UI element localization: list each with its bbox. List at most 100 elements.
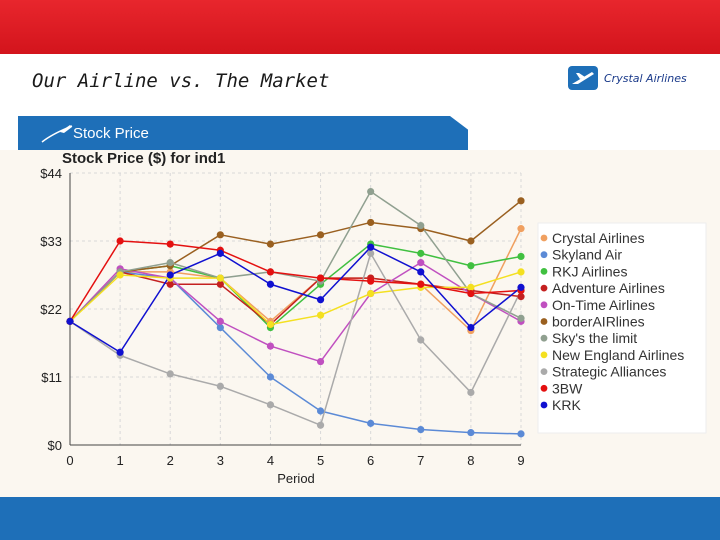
chart-title: Stock Price ($) for ind1 (62, 150, 225, 167)
legend-entry: RKJ Airlines (552, 263, 627, 279)
x-tick-label: 1 (116, 453, 123, 468)
data-point (216, 323, 224, 332)
x-tick-label: 7 (417, 453, 424, 468)
data-point (316, 274, 325, 282)
series-line-3 (69, 271, 522, 326)
header-bar (0, 0, 720, 54)
data-point (417, 425, 425, 434)
data-point (417, 221, 425, 230)
data-point (266, 320, 275, 329)
section-label: Stock Price (73, 125, 149, 142)
x-axis-label: Period (277, 471, 315, 486)
data-point (216, 274, 224, 282)
series-line-10 (69, 246, 522, 354)
legend-entry: Skyland Air (552, 247, 622, 263)
y-tick-label: $11 (41, 370, 62, 385)
data-point (316, 407, 325, 415)
series-line-9 (69, 240, 522, 322)
data-point (517, 283, 525, 291)
slide-title: Our Airline vs. The Market (32, 70, 330, 92)
data-point (517, 293, 525, 301)
data-point (367, 187, 375, 196)
data-point (216, 249, 224, 257)
data-point (316, 421, 325, 429)
data-point (367, 249, 375, 257)
data-point (517, 314, 525, 322)
data-point (417, 249, 425, 257)
data-point (266, 401, 275, 409)
data-point (517, 430, 525, 438)
legend-marker (540, 334, 548, 342)
data-point (467, 283, 475, 291)
data-point (216, 317, 224, 325)
data-point (367, 277, 375, 285)
data-point (116, 237, 124, 245)
legend-marker (540, 234, 548, 242)
data-point (166, 240, 174, 248)
legend-entry: Sky's the limit (552, 330, 637, 346)
data-point (417, 280, 425, 288)
data-point (316, 357, 325, 366)
data-point (467, 262, 475, 270)
data-point (517, 252, 525, 261)
airplane-icon (41, 125, 73, 143)
data-point (517, 268, 525, 276)
brand-name: Crystal Airlines (604, 72, 687, 85)
data-point (166, 280, 174, 288)
legend-entry: Adventure Airlines (552, 280, 665, 296)
legend-marker (540, 318, 548, 325)
series-line-1 (69, 271, 522, 435)
legend-marker (540, 351, 548, 359)
y-tick-label: $44 (40, 166, 62, 181)
data-point (116, 271, 124, 279)
x-tick-label: 5 (317, 453, 324, 468)
data-point (467, 237, 475, 245)
series-line-8 (69, 252, 522, 426)
x-tick-label: 2 (167, 453, 174, 468)
data-point (517, 225, 525, 233)
data-point (316, 231, 325, 239)
series-line-6 (69, 190, 522, 322)
legend-marker (540, 384, 548, 392)
data-point (367, 419, 375, 427)
data-point (216, 231, 224, 239)
legend-marker (540, 251, 548, 259)
x-tick-label: 0 (66, 453, 73, 468)
data-point (417, 259, 425, 267)
data-point (367, 289, 375, 298)
legend-marker (540, 401, 548, 409)
x-tick-label: 4 (267, 453, 274, 468)
y-tick-label: $22 (40, 302, 62, 317)
legend-box (537, 222, 707, 434)
series-line-0 (69, 228, 522, 332)
legend-entry: Strategic Alliances (552, 364, 666, 380)
data-point (166, 259, 174, 267)
data-point (266, 342, 275, 350)
data-point (517, 197, 525, 205)
data-point (417, 268, 425, 276)
data-point (467, 323, 475, 332)
series-line-5 (69, 200, 522, 322)
data-point (266, 240, 275, 248)
section-header: Stock Price (18, 116, 468, 150)
y-tick-label: $0 (48, 438, 62, 453)
data-point (266, 280, 275, 288)
data-point (417, 336, 425, 344)
data-point (216, 382, 224, 390)
legend-marker (540, 284, 548, 292)
legend-marker (540, 268, 548, 275)
legend-entry: borderAIRlines (552, 314, 645, 330)
data-point (216, 280, 224, 288)
data-point (367, 243, 375, 251)
data-point (316, 296, 325, 304)
legend-marker (540, 301, 548, 309)
airplane-logo-icon (568, 66, 598, 90)
data-point (166, 271, 174, 279)
x-tick-label: 6 (367, 453, 374, 468)
x-tick-label: 3 (217, 453, 224, 468)
legend-entry: Crystal Airlines (552, 230, 645, 246)
footer-bar (0, 497, 720, 540)
x-tick-label: 9 (517, 453, 524, 468)
x-tick-label: 8 (467, 453, 474, 468)
data-point (266, 373, 275, 381)
